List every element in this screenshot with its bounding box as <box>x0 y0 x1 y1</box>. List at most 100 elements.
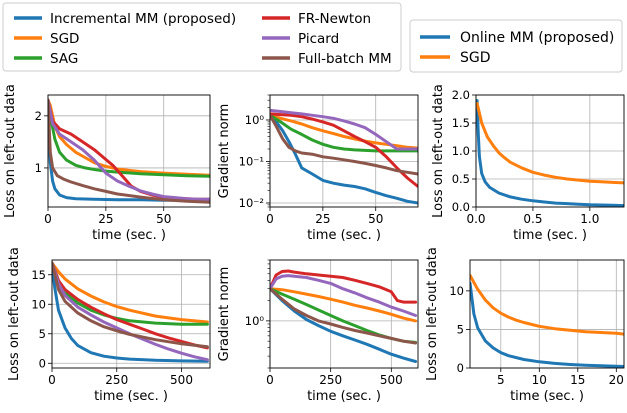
series-line-5 <box>270 113 418 176</box>
y-tick-label: 10 <box>449 284 464 298</box>
y-tick-label: 10 <box>31 297 46 311</box>
y-tick-label: 5 <box>457 322 464 336</box>
chart-panel-0: 0 25 50 1 2 time (sec. ) Loss on left-out data <box>3 84 211 243</box>
x-tick-label: 25 <box>98 212 113 226</box>
series-line-3 <box>270 269 418 304</box>
y-tick-label: 0 <box>457 361 464 375</box>
legend-label-4: Picard <box>298 31 339 47</box>
chart-panel-5: 5 10 15 20 0 5 10 time (sec. ) Loss on left-out … <box>425 247 625 404</box>
y-tick-label: 2 <box>35 109 42 123</box>
x-tick-label: 0 <box>266 373 274 387</box>
axes-frame <box>469 259 625 369</box>
x-axis-label: time (sec. ) <box>513 228 587 243</box>
series-group <box>476 99 624 207</box>
legend-online-label-0: Online MM (proposed) <box>460 30 614 46</box>
x-tick-label: 500 <box>170 373 193 387</box>
y-tick-label: 10⁻² <box>239 196 264 210</box>
y-axis-label: Gradient norm <box>217 104 232 199</box>
x-tick-label: 10 <box>532 373 547 387</box>
x-tick-label: 1.0 <box>580 212 599 226</box>
series-line-0 <box>270 113 418 205</box>
chart-panel-1: 0 25 50 10⁻² 10⁻¹ 10⁰ time (sec. ) Gradient nor… <box>217 94 419 243</box>
x-axis-label: time (sec. ) <box>94 389 168 404</box>
legend-label-3: FR-Newton <box>298 11 371 27</box>
x-axis-label: time (sec. ) <box>307 389 381 404</box>
y-tick-label: 0.0 <box>452 200 470 214</box>
series-line-5 <box>270 287 418 345</box>
legend-label-1: SGD <box>50 31 79 47</box>
y-tick-label: 1.0 <box>452 144 470 158</box>
y-axis-label: Loss on left-out data <box>7 247 22 381</box>
x-tick-label: 15 <box>570 373 585 387</box>
legend-label-5: Full-batch MM <box>298 51 392 67</box>
x-tick-label: 20 <box>609 373 624 387</box>
x-axis-label: time (sec. ) <box>510 389 584 404</box>
series-line-2 <box>48 98 210 178</box>
y-tick-label: 5 <box>39 327 46 341</box>
series-line-1 <box>270 287 418 323</box>
x-axis-label: time (sec. ) <box>92 228 166 243</box>
chart-panel-4: 0 250 500 10⁰ time (sec. ) Gradient norm <box>217 259 419 404</box>
series-line-1 <box>470 273 624 336</box>
y-tick-label: 15 <box>31 268 46 282</box>
series-line-5 <box>48 98 210 204</box>
x-tick-label: 50 <box>156 212 171 226</box>
legend-label-2: SAG <box>50 51 78 67</box>
series-group <box>52 261 209 363</box>
series-line-0 <box>270 287 418 363</box>
series-line-5 <box>52 261 209 349</box>
x-tick-label: 500 <box>380 373 403 387</box>
x-tick-label: 0 <box>266 212 274 226</box>
series-line-0 <box>470 281 624 368</box>
axes-frame <box>269 94 419 208</box>
chart-panel-2: 0.0 0.5 1.0 0.0 0.5 1.0 1.5 2.0 time (sec. ) Loss… <box>431 84 625 243</box>
series-line-4 <box>270 108 418 151</box>
series-line-4 <box>52 261 209 362</box>
x-tick-label: 5 <box>497 373 505 387</box>
series-line-3 <box>270 112 418 188</box>
y-tick-label: 0.5 <box>452 172 470 186</box>
legend-online-frame <box>409 19 623 73</box>
x-tick-label: 250 <box>319 373 342 387</box>
series-group <box>270 108 418 205</box>
series-line-4 <box>270 274 418 317</box>
series-line-1 <box>476 101 624 185</box>
x-tick-label: 0.0 <box>466 212 485 226</box>
y-axis-label: Loss on left-out data <box>431 84 446 218</box>
legend-label-0: Incremental MM (proposed) <box>50 11 236 27</box>
x-tick-label: 250 <box>105 373 128 387</box>
y-tick-label: 10⁰ <box>245 314 265 328</box>
y-axis-label: Loss on left-out data <box>3 84 18 218</box>
series-line-2 <box>52 261 209 326</box>
x-tick-label: 0 <box>44 212 52 226</box>
series-line-4 <box>48 98 210 201</box>
y-tick-label: 1 <box>35 161 42 175</box>
chart-panel-3: 0 250 500 0 5 10 15 time (sec. ) Loss on left-ou… <box>7 247 211 404</box>
axes-frame <box>51 259 211 369</box>
y-tick-label: 0 <box>39 356 46 370</box>
y-tick-label: 10⁻¹ <box>239 154 264 168</box>
x-tick-label: 0.5 <box>523 212 542 226</box>
x-tick-label: 25 <box>315 212 330 226</box>
legend-main-frame <box>2 2 402 72</box>
axes-frame <box>269 259 419 369</box>
legend-main: Incremental MM (proposed) SGD SAG FR-New… <box>2 2 402 72</box>
axes-frame <box>47 94 211 208</box>
series-line-0 <box>476 99 624 207</box>
x-axis-label: time (sec. ) <box>307 228 381 243</box>
series-group <box>48 98 210 204</box>
y-tick-label: 10⁰ <box>245 113 265 127</box>
y-tick-label: 1.5 <box>452 116 470 130</box>
series-line-3 <box>52 261 209 350</box>
legend-online-label-1: SGD <box>460 50 491 66</box>
series-group <box>470 273 624 368</box>
y-axis-label: Gradient norm <box>217 267 232 362</box>
x-tick-label: 0 <box>48 373 56 387</box>
legend-online: Online MM (proposed) SGD <box>409 19 623 73</box>
x-tick-label: 50 <box>368 212 383 226</box>
series-group <box>270 269 418 363</box>
series-line-0 <box>52 261 209 363</box>
y-tick-label: 2.0 <box>452 88 470 102</box>
